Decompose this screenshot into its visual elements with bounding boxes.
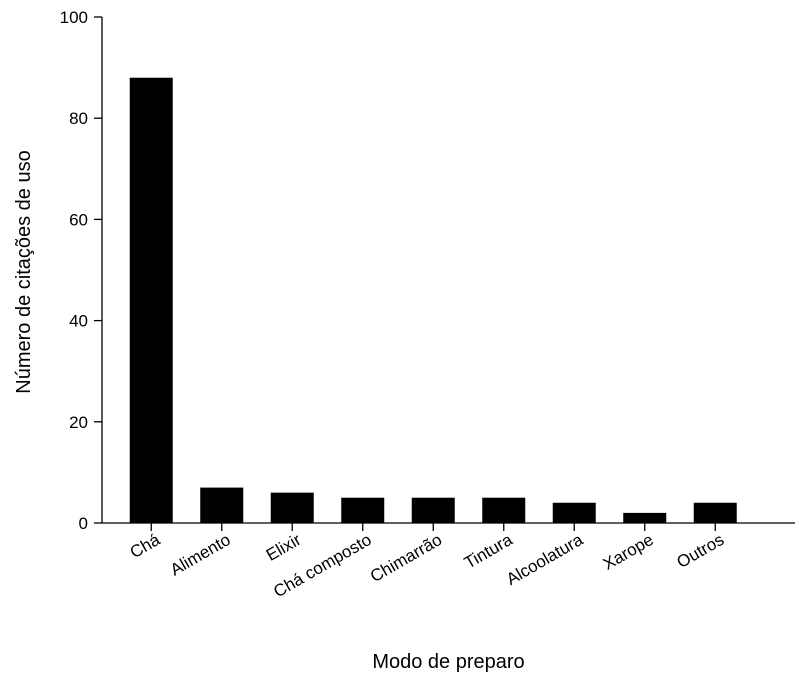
y-tick-label: 80 (69, 109, 88, 128)
x-tick-label: Chá (127, 530, 164, 562)
bar-3 (270, 492, 314, 523)
y-tick-label: 40 (69, 312, 88, 331)
bar-1 (129, 77, 173, 523)
y-tick-label: 0 (79, 514, 88, 533)
y-tick-label: 100 (60, 8, 88, 27)
x-tick-label: Xarope (600, 530, 657, 574)
x-tick-label: Alimento (167, 530, 234, 580)
x-tick-label: Alcoolatura (503, 530, 587, 589)
x-tick-label: Chimarrão (367, 530, 445, 586)
axes-layer (101, 17, 795, 524)
x-tick-label: Elixir (263, 530, 305, 565)
bar-5 (411, 497, 455, 523)
x-tick-label: Tintura (461, 530, 516, 573)
y-tick-label: 20 (69, 413, 88, 432)
y-tick-label: 60 (69, 210, 88, 229)
y-axis-title: Número de citações de uso (13, 150, 35, 393)
bar-6 (482, 497, 526, 523)
bar-9 (693, 502, 737, 523)
bar-2 (200, 487, 244, 523)
bar-4 (341, 497, 385, 523)
bars-layer (129, 77, 737, 523)
x-tick-label: Outros (674, 530, 728, 572)
bar-8 (623, 512, 667, 523)
x-axis-title: Modo de preparo (372, 651, 524, 673)
bar-7 (552, 502, 596, 523)
y-ticks: 0 20 40 60 80 100 (60, 8, 102, 533)
